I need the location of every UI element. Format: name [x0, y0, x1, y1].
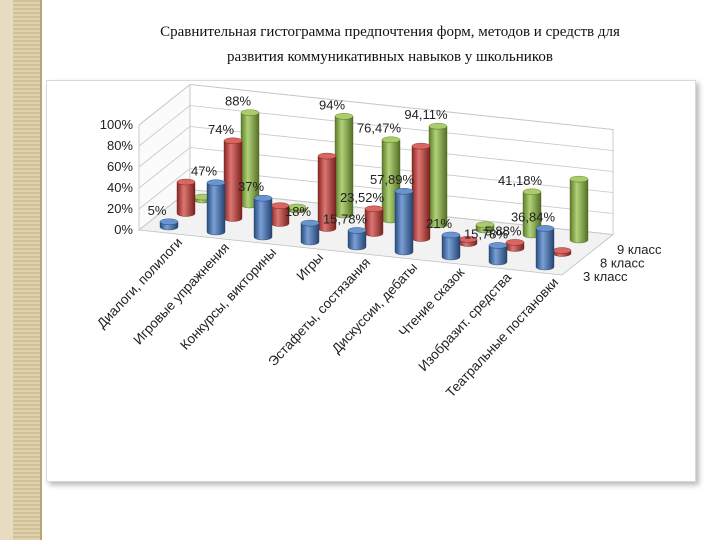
bar-9-класс-5 — [428, 122, 448, 229]
bar-3-класс-6 — [441, 231, 461, 261]
y-tick-label: 80% — [107, 138, 133, 153]
gridline — [138, 84, 614, 130]
bar-8-класс-2 — [270, 202, 290, 227]
slide-title-line2: развития коммуникативных навыков у школь… — [227, 49, 553, 65]
bar-8-класс-6 — [458, 236, 478, 247]
chart-frame: 0% 20% 40% 60% 80% 100% 5% 47% 37% 18% 15,78% 57,89… — [46, 80, 696, 482]
data-label: 18% — [285, 204, 311, 219]
data-label: 5% — [148, 203, 167, 218]
bar-3-класс-8 — [535, 225, 555, 271]
chart-svg: 0% 20% 40% 60% 80% 100% 5% 47% 37% 18% 15,78% 57,89… — [94, 83, 662, 400]
bar-8-класс-0 — [176, 178, 196, 217]
series-label: 9 класс — [617, 242, 662, 257]
data-label: 88% — [225, 94, 251, 109]
bar-3-класс-1 — [206, 179, 226, 236]
bar-9-класс-8 — [569, 175, 589, 244]
bar-8-класс-1 — [223, 137, 243, 222]
slide-title-line1: Сравнительная гистограмма предпочтения ф… — [160, 24, 620, 40]
category-label: Диалоги, полилоги — [94, 235, 185, 331]
data-label: 94% — [319, 97, 345, 112]
bar-9-класс-7 — [522, 188, 542, 239]
y-tick-label: 60% — [107, 159, 133, 174]
category-label: Игры — [294, 250, 327, 284]
bar-3-класс-0 — [159, 218, 179, 231]
bar-8-класс-8 — [552, 247, 572, 257]
bar-8-класс-4 — [364, 205, 384, 237]
category-label: Эстафеты, состязания — [265, 255, 373, 369]
bar-9-класс-2 — [287, 203, 307, 214]
bar-8-класс-7 — [505, 239, 525, 252]
gridline — [138, 105, 614, 151]
y-tick-label: 40% — [107, 180, 133, 195]
data-label: 15,78% — [323, 211, 368, 226]
data-label: 76,47% — [357, 121, 402, 136]
series-label: 3 класс — [583, 269, 628, 284]
data-label: 47% — [191, 164, 217, 179]
data-label: 23,52% — [340, 190, 385, 205]
category-label: Игровые упражнения — [130, 240, 232, 348]
data-label: 15,78% — [464, 226, 509, 241]
category-label: Дискуссии, дебаты — [329, 260, 420, 356]
bar-9-класс-6 — [475, 221, 495, 234]
data-label: 94,11% — [404, 107, 448, 122]
gridline — [138, 147, 614, 193]
left-decor-strip — [0, 0, 13, 540]
category-label: Изобразит. средства — [416, 269, 515, 374]
data-label: 36,84% — [511, 209, 556, 224]
data-label: 21% — [426, 216, 452, 231]
data-label: 5,88% — [485, 223, 522, 238]
y-tick-label: 0% — [114, 222, 133, 237]
left-decor-band — [13, 0, 40, 540]
bar-3-класс-4 — [347, 227, 367, 251]
bar-8-класс-5 — [411, 142, 431, 242]
data-label: 74% — [208, 122, 234, 137]
bar-3-класс-5 — [394, 188, 414, 256]
category-label: Конкурсы, викторины — [177, 245, 279, 353]
left-decor-line — [40, 0, 42, 540]
y-tick-label: 100% — [100, 117, 134, 132]
bar-3-класс-3 — [300, 219, 320, 246]
data-label: 57,89% — [370, 172, 415, 187]
gridline — [138, 126, 614, 172]
bar-9-класс-3 — [334, 113, 354, 219]
series-label: 8 класс — [600, 256, 645, 271]
bar-3-класс-2 — [253, 194, 273, 241]
bar-3-класс-7 — [488, 242, 508, 266]
y-tick-label: 20% — [107, 201, 133, 216]
gridline — [138, 168, 614, 214]
slide-title: Сравнительная гистограмма предпочтения ф… — [80, 20, 700, 70]
data-label: 41,18% — [498, 173, 543, 188]
bar-8-класс-3 — [317, 152, 337, 232]
data-label: 37% — [238, 179, 264, 194]
bar-9-класс-1 — [240, 109, 260, 209]
